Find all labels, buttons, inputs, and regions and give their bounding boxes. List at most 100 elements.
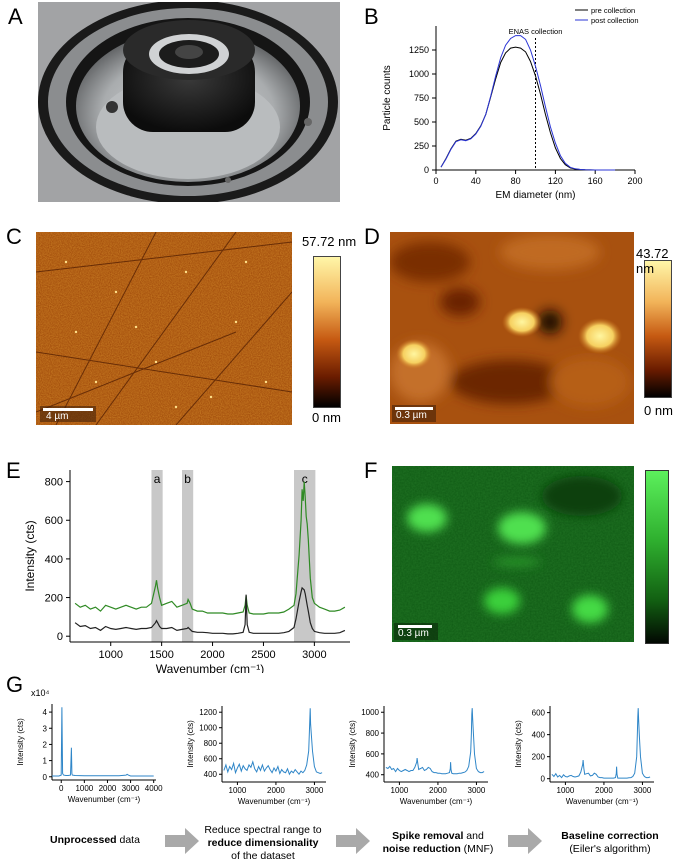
y-tick-label: 1250 (409, 45, 429, 55)
band-label-2: c (302, 472, 308, 486)
x-axis-label: EM diameter (nm) (495, 190, 575, 201)
y-tick-label: 600 (366, 750, 380, 759)
band-label-0: a (154, 472, 161, 486)
raman-map-image: 0.3 µm (392, 466, 634, 642)
x-axis-label: Wavenumber (cm⁻¹) (238, 797, 311, 806)
step3-rest: (MNF) (460, 843, 494, 855)
x-tick-label: 3000 (302, 649, 326, 661)
panel-letter-e: E (6, 458, 21, 483)
x-tick-label: 0 (433, 176, 438, 186)
y-tick-label: 1000 (409, 69, 429, 79)
x-axis-label: Wavenumber (cm⁻¹) (566, 797, 639, 806)
x-tick-label: 200 (627, 176, 642, 186)
spectrum-line (551, 708, 651, 779)
y-tick-label: 600 (532, 709, 546, 718)
y-tick-label: 400 (45, 554, 63, 566)
x-axis-label: Wavenumber (cm⁻¹) (68, 795, 141, 804)
x-tick-label: 1000 (75, 784, 93, 793)
x-tick-label: 3000 (122, 784, 140, 793)
y-tick-label: 0 (541, 775, 546, 784)
x-tick-label: 1500 (149, 649, 173, 661)
panel-letter-b: B (364, 4, 379, 29)
y-axis-label: Intensity (cts) (16, 718, 25, 766)
y-tick-label: 400 (532, 731, 546, 740)
step2-line3: of the dataset (231, 850, 295, 862)
x-tick-label: 2000 (595, 786, 613, 795)
y-tick-label: 600 (45, 515, 63, 527)
series-line-0 (440, 46, 616, 171)
scalebar-f-label: 0.3 µm (398, 628, 429, 639)
x-tick-label: 160 (588, 176, 603, 186)
y-tick-label: 500 (414, 117, 429, 127)
panel-letter-a: A (8, 4, 23, 29)
g0-exponent: x10⁴ (31, 688, 50, 698)
colorbar-d-min: 0 nm (644, 403, 673, 418)
legend-label-1: post collection (591, 16, 639, 25)
y-tick-label: 400 (204, 770, 218, 779)
y-tick-label: 400 (366, 771, 380, 780)
colorbar-f (645, 470, 669, 644)
y-tick-label: 800 (204, 739, 218, 748)
x-tick-label: 2000 (429, 786, 447, 795)
y-axis-label: Particle counts (382, 65, 393, 131)
scalebar-d-line (395, 407, 433, 410)
particle-size-chart: 0 250 500 750 1000 1250 0 40 80 120 160 200 EM diame… (382, 6, 643, 201)
panel-letter-d: D (364, 224, 380, 249)
step4-rest: (Eiler's algorithm) (569, 843, 651, 855)
y-tick-label: 3 (43, 724, 48, 733)
series-line-0 (74, 481, 346, 615)
step4-bold: Baseline correction (561, 830, 659, 842)
y-tick-label: 2 (43, 740, 48, 749)
x-tick-label: 120 (548, 176, 563, 186)
y-tick-label: 800 (45, 477, 63, 489)
spectrum-line (385, 708, 485, 775)
x-tick-label: 3000 (634, 786, 652, 795)
spectrum-baseline-corrected: 0 200 400 600 1000 2000 3000 Wavenumber (cm⁻¹) I… (514, 706, 654, 806)
series-line-1 (440, 35, 616, 171)
y-tick-label: 0 (57, 631, 63, 643)
step-baseline: Baseline correction (Eiler's algorithm) (540, 830, 680, 856)
raman-spectra-chart: a b c 0 200 400 600 800 1000 1500 2000 2500 3000 Wave… (23, 470, 350, 673)
x-tick-label: 1000 (229, 786, 247, 795)
step3-bold1: Spike removal (392, 830, 464, 842)
spectrum-line (52, 707, 154, 777)
step-reduce-range: Reduce spectral range to reduce dimensio… (196, 824, 330, 863)
colorbar-c-min: 0 nm (312, 410, 341, 425)
y-tick-label: 1 (43, 757, 48, 766)
arrow-right-icon (336, 828, 370, 854)
x-tick-label: 80 (511, 176, 521, 186)
band-label-1: b (184, 472, 191, 486)
panel-letter-g: G (6, 672, 24, 697)
x-tick-label: 1000 (98, 649, 122, 661)
y-tick-label: 200 (532, 753, 546, 762)
y-tick-label: 4 (43, 708, 48, 717)
x-tick-label: 2000 (99, 784, 117, 793)
annotation-label: ENAS collection (509, 27, 563, 36)
series-line-1 (74, 586, 346, 635)
afm-image-large: 4 µm (36, 232, 292, 425)
step1-rest: data (116, 834, 140, 846)
arrow-right-icon (165, 828, 199, 854)
x-tick-label: 1000 (557, 786, 575, 795)
x-tick-label: 2000 (267, 786, 285, 795)
y-axis-label: Intensity (cts) (186, 720, 195, 768)
x-tick-label: 0 (59, 784, 64, 793)
y-tick-label: 800 (366, 729, 380, 738)
afm-image-zoom: 0.3 µm (390, 232, 634, 424)
x-tick-label: 40 (471, 176, 481, 186)
y-tick-label: 0 (424, 165, 429, 175)
panel-letter-f: F (364, 458, 378, 483)
scalebar-d-label: 0.3 µm (396, 410, 427, 421)
x-tick-label: 3000 (468, 786, 486, 795)
band-0 (151, 470, 163, 642)
spectrum-line (223, 708, 323, 776)
step2-bold: reduce dimensionality (207, 837, 319, 849)
spectrum-unprocessed: 0 1 2 3 4 0 1000 2000 3000 4000 Wavenumber (cm⁻¹) I… (16, 704, 163, 804)
y-axis-label: Intensity (cts) (348, 720, 357, 768)
y-axis-label: Intensity (cts) (23, 520, 37, 591)
y-tick-label: 200 (45, 593, 63, 605)
x-tick-label: 2000 (200, 649, 224, 661)
x-axis-label: Wavenumber (cm⁻¹) (400, 797, 473, 806)
photo-collector-device (38, 2, 340, 202)
step3-mid: and (463, 830, 484, 842)
